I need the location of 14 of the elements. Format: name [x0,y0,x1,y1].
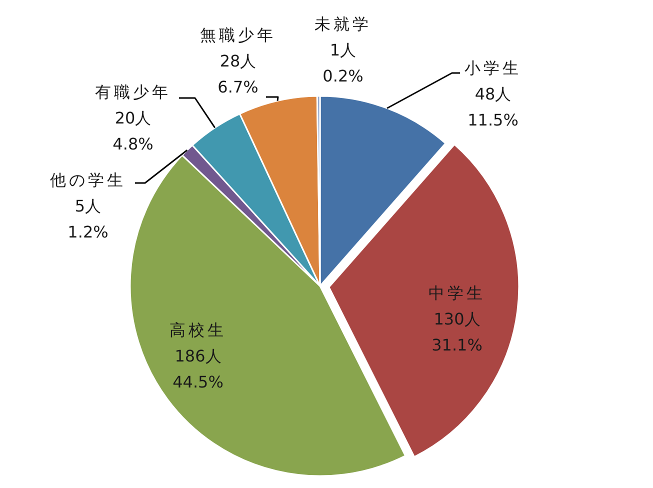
slice-label: 未就学 [314,14,372,34]
data-label: 130人 31.1% [432,310,482,355]
slice-label: 無職少年 [200,26,276,45]
data-label: 20人 4.8% [112,108,154,154]
slice-label: 中学生 [428,284,486,303]
slice-label: 小学生 [464,58,522,78]
data-label: 186人 44.5% [172,346,224,392]
slice-label: 高校生 [170,320,226,340]
data-label: 48人 11.5% [468,84,518,130]
slice-label: 他の学生 [50,170,126,190]
data-label: 5人 1.2% [68,196,108,242]
data-label: 28人 6.7% [218,52,258,97]
slice-label: 有職少年 [95,82,171,102]
data-label: 1人 0.2% [322,40,364,86]
